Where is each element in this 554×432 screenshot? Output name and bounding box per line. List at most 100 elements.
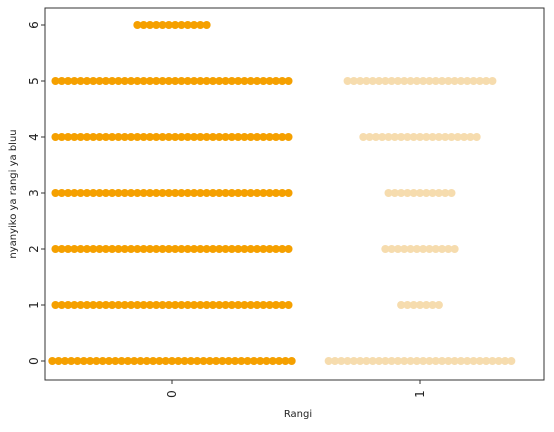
data-point-cat0-y1 xyxy=(183,301,192,309)
x-tick-label: 0 xyxy=(165,390,179,398)
data-point-cat0-y6 xyxy=(158,21,167,29)
data-point-cat0-y2 xyxy=(278,245,287,253)
data-point-cat1-y1 xyxy=(409,301,418,309)
data-point-cat0-y4 xyxy=(271,133,280,141)
data-point-cat0-y0 xyxy=(67,357,76,365)
data-point-cat1-y3 xyxy=(447,189,456,197)
data-point-cat1-y0 xyxy=(488,357,497,365)
data-point-cat0-y0 xyxy=(136,357,145,365)
data-point-cat1-y0 xyxy=(387,357,396,365)
data-point-cat0-y0 xyxy=(117,357,126,365)
y-tick-label: 2 xyxy=(27,245,41,253)
data-point-cat1-y4 xyxy=(466,133,475,141)
data-point-cat1-y4 xyxy=(441,133,450,141)
data-point-cat0-y3 xyxy=(70,189,79,197)
data-point-cat0-y5 xyxy=(177,77,186,85)
data-point-cat0-y0 xyxy=(249,357,258,365)
data-point-cat1-y2 xyxy=(412,245,421,253)
data-point-cat0-y1 xyxy=(51,301,60,309)
data-point-cat1-y5 xyxy=(412,77,421,85)
data-point-cat1-y5 xyxy=(349,77,358,85)
data-point-cat1-y5 xyxy=(456,77,465,85)
data-point-cat0-y3 xyxy=(101,189,110,197)
data-point-cat1-y3 xyxy=(428,189,437,197)
data-point-cat0-y4 xyxy=(51,133,60,141)
data-point-cat0-y2 xyxy=(284,245,293,253)
data-point-cat0-y5 xyxy=(76,77,85,85)
data-point-cat1-y5 xyxy=(356,77,365,85)
data-point-cat0-y2 xyxy=(114,245,123,253)
data-point-cat0-y1 xyxy=(240,301,249,309)
data-point-cat1-y2 xyxy=(438,245,447,253)
data-point-cat0-y5 xyxy=(89,77,98,85)
data-point-cat0-y1 xyxy=(145,301,154,309)
data-point-cat0-y0 xyxy=(168,357,176,365)
data-point-cat0-y1 xyxy=(89,301,98,309)
data-point-cat1-y5 xyxy=(368,77,377,85)
data-point-cat0-y5 xyxy=(284,77,293,85)
data-point-cat0-y2 xyxy=(145,245,154,253)
data-point-cat0-y5 xyxy=(202,77,211,85)
data-point-cat1-y0 xyxy=(330,357,339,365)
data-point-cat0-y3 xyxy=(234,189,243,197)
data-point-cat0-y6 xyxy=(171,21,180,29)
data-point-cat0-y1 xyxy=(208,301,217,309)
data-point-cat0-y1 xyxy=(246,301,255,309)
data-point-cat0-y0 xyxy=(79,357,88,365)
data-point-cat0-y5 xyxy=(208,77,217,85)
data-point-cat0-y5 xyxy=(95,77,104,85)
data-point-cat0-y0 xyxy=(199,357,208,365)
data-point-cat1-y0 xyxy=(482,357,491,365)
data-point-cat0-y1 xyxy=(127,301,136,309)
data-point-cat0-y4 xyxy=(284,133,293,141)
data-point-cat1-y0 xyxy=(419,357,428,365)
data-point-cat0-y5 xyxy=(278,77,287,85)
data-point-cat0-y0 xyxy=(218,357,227,365)
data-point-cat0-y5 xyxy=(101,77,110,85)
data-point-cat0-y2 xyxy=(51,245,60,253)
data-point-cat0-y0 xyxy=(130,357,139,365)
data-points xyxy=(48,21,516,365)
data-point-cat0-y5 xyxy=(133,77,142,85)
data-point-cat0-y5 xyxy=(265,77,274,85)
data-point-cat0-y4 xyxy=(120,133,129,141)
data-point-cat0-y3 xyxy=(133,189,142,197)
data-point-cat0-y5 xyxy=(82,77,91,85)
data-point-cat0-y4 xyxy=(127,133,136,141)
data-point-cat0-y3 xyxy=(76,189,85,197)
data-point-cat0-y3 xyxy=(177,189,186,197)
data-point-cat0-y6 xyxy=(152,21,161,29)
data-point-cat1-y4 xyxy=(422,133,431,141)
data-point-cat1-y0 xyxy=(438,357,447,365)
data-point-cat0-y5 xyxy=(221,77,230,85)
data-point-cat1-y5 xyxy=(469,77,478,85)
data-point-cat1-y2 xyxy=(450,245,459,253)
data-point-cat0-y3 xyxy=(259,189,268,197)
data-point-cat0-y2 xyxy=(139,245,148,253)
data-point-cat0-y5 xyxy=(240,77,249,85)
data-point-cat1-y4 xyxy=(416,133,424,141)
data-point-cat0-y5 xyxy=(271,77,280,85)
data-point-cat0-y2 xyxy=(190,245,199,253)
data-point-cat1-y3 xyxy=(409,189,418,197)
data-point-cat0-y4 xyxy=(108,133,117,141)
data-point-cat0-y0 xyxy=(60,357,69,365)
data-point-cat0-y2 xyxy=(101,245,110,253)
data-point-cat0-y4 xyxy=(89,133,98,141)
data-point-cat0-y5 xyxy=(114,77,123,85)
data-point-cat0-y5 xyxy=(108,77,117,85)
data-point-cat1-y1 xyxy=(422,301,431,309)
data-point-cat0-y5 xyxy=(164,77,173,85)
data-point-cat1-y5 xyxy=(381,77,390,85)
data-point-cat0-y1 xyxy=(190,301,199,309)
data-point-cat0-y0 xyxy=(193,357,202,365)
data-point-cat0-y2 xyxy=(171,245,180,253)
data-point-cat0-y0 xyxy=(262,357,271,365)
data-point-cat0-y1 xyxy=(95,301,104,309)
data-point-cat0-y4 xyxy=(190,133,199,141)
data-point-cat1-y0 xyxy=(412,357,421,365)
data-point-cat0-y0 xyxy=(123,357,132,365)
data-point-cat1-y2 xyxy=(431,245,440,253)
data-point-cat0-y1 xyxy=(101,301,110,309)
